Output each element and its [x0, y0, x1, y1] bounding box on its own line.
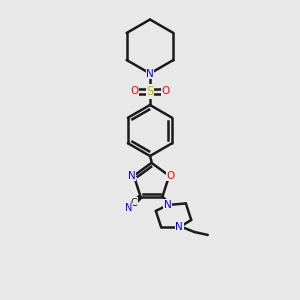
Text: N: N — [146, 68, 154, 79]
Text: O: O — [167, 171, 175, 181]
Text: N: N — [176, 222, 183, 233]
Text: S: S — [146, 85, 154, 98]
Text: O: O — [161, 86, 170, 97]
Text: O: O — [130, 86, 139, 97]
Text: N: N — [164, 200, 172, 210]
Text: C: C — [131, 198, 138, 208]
Text: N: N — [125, 203, 133, 213]
Text: N: N — [128, 171, 136, 181]
